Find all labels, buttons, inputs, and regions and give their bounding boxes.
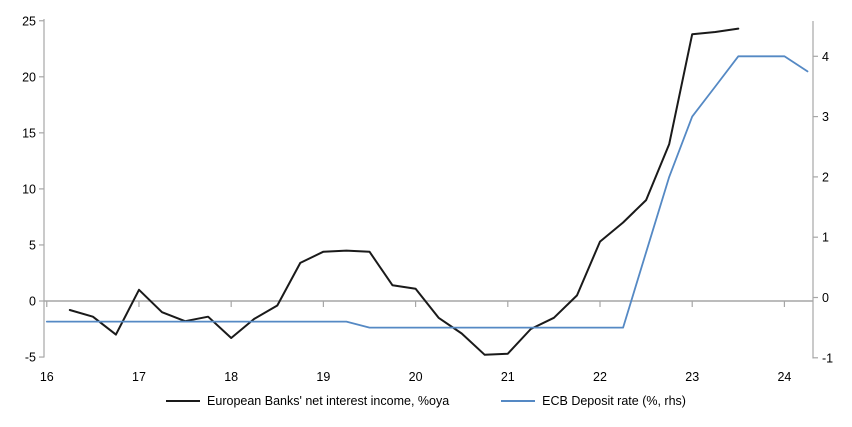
x-axis-tick-label: 22 — [593, 370, 607, 384]
left-axis-tick-label: 10 — [22, 182, 36, 196]
chart-legend: European Banks' net interest income, %oy… — [0, 394, 852, 408]
x-axis-tick-label: 17 — [132, 370, 146, 384]
ecb-rate-legend-label: ECB Deposit rate (%, rhs) — [542, 394, 686, 408]
x-axis-tick-label: 21 — [501, 370, 515, 384]
right-axis-tick-label: -1 — [822, 351, 833, 365]
nii-line-swatch-icon — [166, 400, 201, 402]
x-axis-tick-label: 23 — [685, 370, 699, 384]
series-line-0 — [68, 27, 740, 356]
right-axis-tick-label: 0 — [822, 291, 829, 305]
left-axis-tick-label: 15 — [22, 126, 36, 140]
x-axis-tick-label: 24 — [777, 370, 791, 384]
x-axis-tick-label: 18 — [224, 370, 238, 384]
x-axis-tick-label: 19 — [316, 370, 330, 384]
series-line-1 — [45, 55, 809, 329]
x-axis-tick-label: 20 — [409, 370, 423, 384]
left-axis-tick-label: 0 — [29, 295, 36, 309]
left-axis-tick-label: 20 — [22, 70, 36, 84]
nii-legend-label: European Banks' net interest income, %oy… — [207, 394, 450, 408]
legend-item-ecb-rate: ECB Deposit rate (%, rhs) — [501, 394, 686, 408]
left-axis-tick-label: -5 — [25, 351, 36, 365]
right-axis-tick-label: 2 — [822, 170, 829, 184]
right-axis-tick-label: 1 — [822, 231, 829, 245]
left-axis-tick-label: 5 — [29, 238, 36, 252]
ecb-rate-line-swatch-icon — [501, 400, 536, 402]
right-axis-tick-label: 3 — [822, 110, 829, 124]
right-axis-tick-label: 4 — [822, 50, 829, 64]
legend-item-nii: European Banks' net interest income, %oy… — [166, 394, 449, 408]
x-axis-tick-label: 16 — [40, 370, 54, 384]
left-axis-tick-label: 25 — [22, 14, 36, 28]
